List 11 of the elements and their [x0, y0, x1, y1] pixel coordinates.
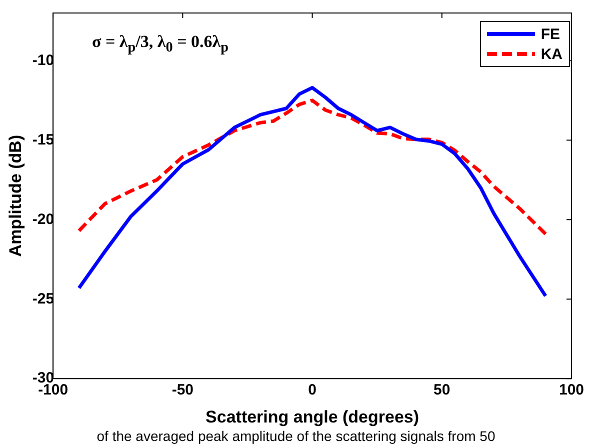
x-axis-title: Scattering angle (degrees) — [206, 407, 420, 426]
legend-label: KA — [540, 46, 562, 62]
annotation: σ = λ$_{p}$/3, λ$_{0}$ = 0.6λ$_{p}$ — [92, 32, 228, 56]
y-axis-title: Amplitude (dB) — [6, 134, 25, 257]
x-tick-label: -50 — [172, 382, 194, 399]
x-tick-label: 0 — [308, 382, 316, 399]
line-series — [77, 98, 548, 236]
legend-label: FE — [540, 26, 560, 42]
text: of the averaged peak amplitude of the scattering signals from 50 — [96, 428, 496, 444]
x-tick-label: 50 — [434, 382, 450, 399]
x-tick-label: 100 — [558, 382, 584, 399]
